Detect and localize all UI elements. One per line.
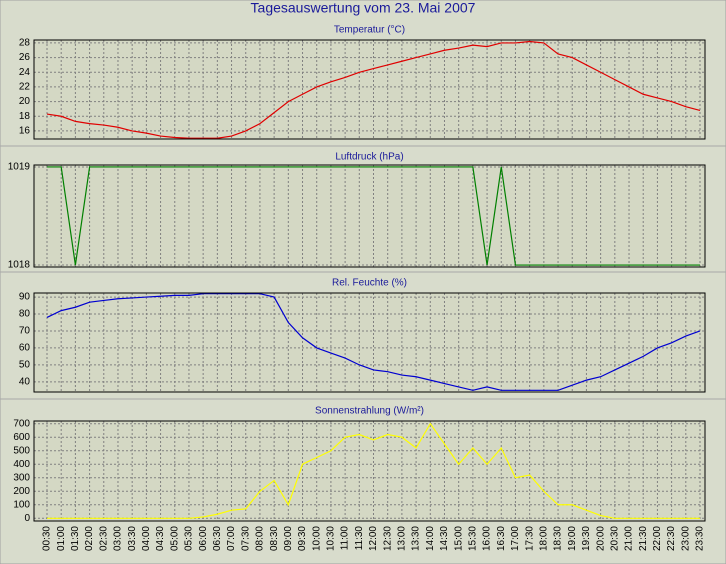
x-tick-label: 15:30	[468, 526, 479, 551]
x-tick-label: 16:00	[482, 526, 493, 551]
y-tick-label: 100	[13, 499, 30, 510]
data-line	[47, 422, 700, 519]
x-tick-label: 04:30	[155, 526, 166, 551]
data-line	[46, 40, 701, 139]
x-tick-label: 07:00	[226, 526, 237, 551]
y-tick-label: 28	[19, 38, 31, 49]
data-line	[47, 166, 700, 266]
x-tick-label: 22:00	[652, 526, 663, 551]
plot-frame	[33, 420, 706, 522]
x-tick-label: 03:30	[127, 526, 138, 551]
y-tick-label: 20	[19, 96, 31, 107]
y-tick-label: 90	[19, 292, 31, 303]
plot-area	[33, 420, 706, 522]
x-tick-label: 10:30	[326, 526, 337, 551]
plot-frame	[33, 39, 706, 140]
x-tick-label: 05:30	[184, 526, 195, 551]
y-tick-label: 500	[13, 445, 30, 456]
x-tick-label: 14:30	[439, 526, 450, 551]
x-tick-label: 10:00	[311, 526, 322, 551]
y-tick-label: 18	[19, 111, 31, 122]
x-tick-label: 13:30	[411, 526, 422, 551]
x-tick-label: 17:30	[524, 526, 535, 551]
x-tick-label: 21:30	[638, 526, 649, 551]
x-tick-label: 18:30	[553, 526, 564, 551]
x-tick-label: 12:30	[382, 526, 393, 551]
x-tick-label: 21:00	[624, 526, 635, 551]
x-tick-label: 07:30	[240, 526, 251, 551]
x-tick-label: 11:30	[354, 526, 365, 551]
plot-frame	[33, 164, 706, 268]
y-tick-label: 400	[13, 459, 30, 470]
y-tick-label: 80	[19, 309, 31, 320]
x-tick-label: 15:00	[453, 526, 464, 551]
y-tick-label: 200	[13, 486, 30, 497]
x-tick-label: 14:00	[425, 526, 436, 551]
y-tick-label: 70	[19, 326, 31, 337]
x-tick-label: 05:00	[169, 526, 180, 551]
y-tick-label: 60	[19, 343, 31, 354]
page-title: Tagesauswertung vom 23. Mai 2007	[251, 0, 476, 16]
x-tick-label: 09:30	[297, 526, 308, 551]
x-tick-label: 04:00	[141, 526, 152, 551]
x-tick-label: 08:00	[255, 526, 266, 551]
x-tick-label: 01:30	[70, 526, 81, 551]
x-tick-label: 00:30	[42, 526, 53, 551]
x-tick-label: 02:30	[98, 526, 109, 551]
plot-area	[33, 39, 706, 140]
x-tick-label: 08:30	[269, 526, 280, 551]
y-tick-label: 700	[13, 418, 30, 429]
y-tick-label: 1019	[8, 162, 31, 173]
x-tick-label: 16:30	[496, 526, 507, 551]
y-tick-label: 600	[13, 432, 30, 443]
y-tick-label: 50	[19, 360, 31, 371]
x-tick-label: 06:00	[198, 526, 209, 551]
x-tick-label: 09:00	[283, 526, 294, 551]
y-tick-label: 300	[13, 472, 30, 483]
panel-title: Rel. Feuchte (%)	[332, 278, 407, 289]
x-tick-label: 02:00	[84, 526, 95, 551]
x-tick-label: 06:30	[212, 526, 223, 551]
x-tick-label: 13:00	[397, 526, 408, 551]
x-tick-label: 19:30	[581, 526, 592, 551]
plot-frame	[33, 292, 706, 393]
panel-title: Temperatur (°C)	[334, 25, 405, 36]
plot-area	[33, 292, 706, 393]
y-tick-label: 1018	[8, 260, 31, 271]
x-tick-label: 17:00	[510, 526, 521, 551]
y-tick-label: 0	[24, 513, 30, 524]
y-tick-label: 24	[19, 67, 31, 78]
y-tick-label: 22	[19, 82, 31, 93]
plot-area	[33, 164, 706, 268]
x-tick-label: 11:00	[340, 526, 351, 551]
x-tick-label: 12:00	[368, 526, 379, 551]
x-tick-label: 18:00	[538, 526, 549, 551]
x-tick-label: 19:00	[567, 526, 578, 551]
x-tick-label: 20:00	[595, 526, 606, 551]
panel-title: Sonnenstrahlung (W/m²)	[315, 406, 424, 417]
y-tick-label: 26	[19, 52, 31, 63]
x-tick-label: 23:30	[695, 526, 706, 551]
y-tick-label: 40	[19, 376, 31, 387]
x-tick-label: 01:00	[56, 526, 67, 551]
y-tick-label: 16	[19, 126, 31, 137]
data-line	[46, 293, 701, 391]
x-tick-label: 20:30	[609, 526, 620, 551]
x-tick-label: 03:00	[113, 526, 124, 551]
x-tick-label: 23:00	[680, 526, 691, 551]
x-tick-label: 22:30	[666, 526, 677, 551]
panel-title: Luftdruck (hPa)	[335, 152, 403, 163]
